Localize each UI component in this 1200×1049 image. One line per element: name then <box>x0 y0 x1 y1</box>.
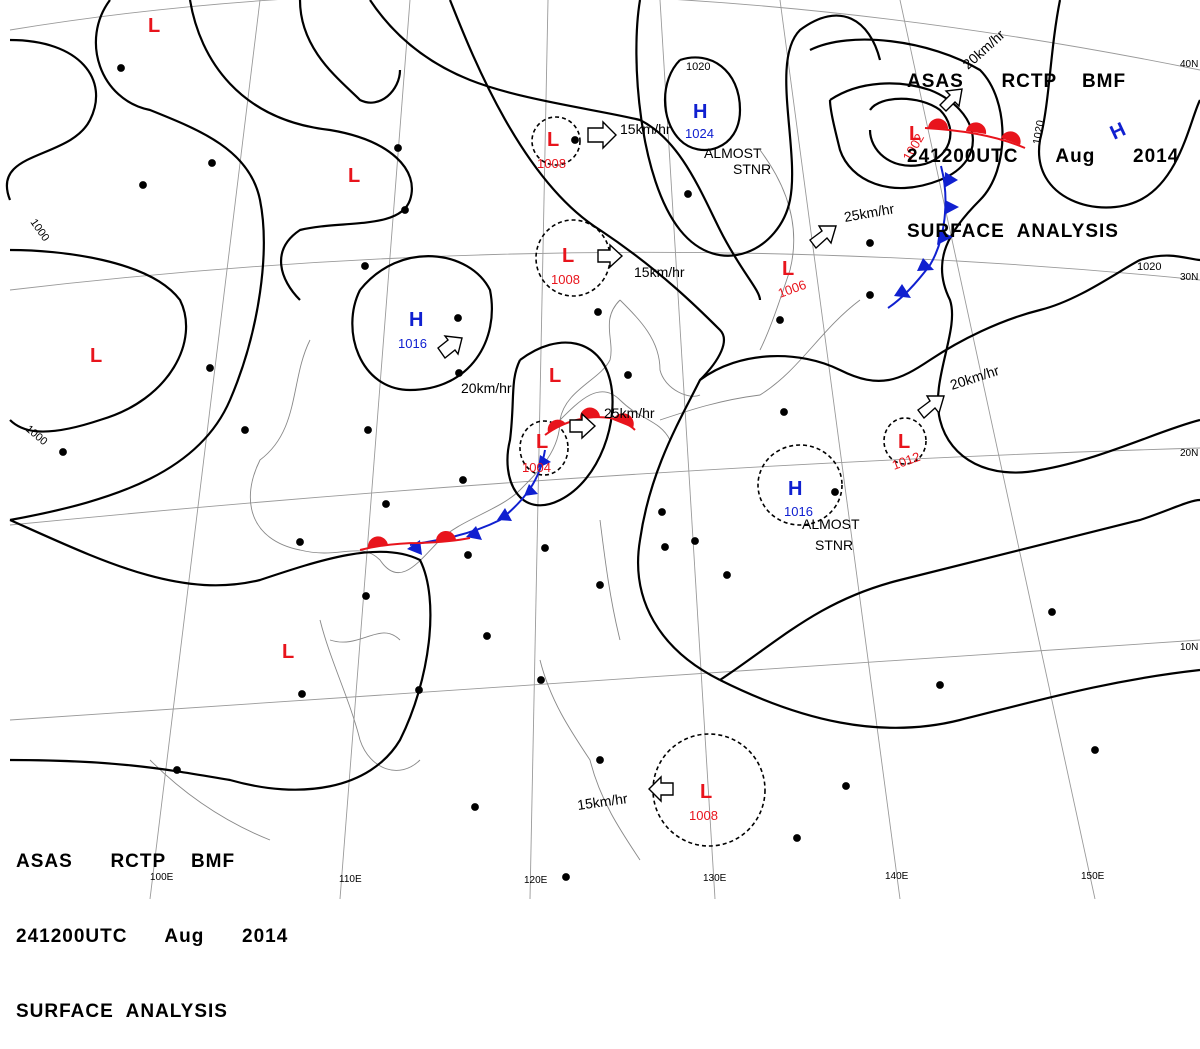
isobars <box>5 0 1200 791</box>
header-title: SURFACE ANALYSIS <box>907 221 1119 242</box>
lon-label: 110E <box>339 874 362 885</box>
low-pressure-value: 1008 <box>689 808 718 823</box>
motion-label: 20km/hr <box>461 380 512 396</box>
low-symbol: L <box>348 165 360 187</box>
isobar-label: 1020 <box>1137 261 1161 273</box>
station-plots <box>59 64 1099 881</box>
high-pressure-value: 1016 <box>398 336 427 351</box>
lon-label: 100E <box>150 872 174 883</box>
lat-label: 10N <box>1180 642 1198 653</box>
lon-label: 130E <box>703 873 727 884</box>
low-symbol: L <box>898 431 910 453</box>
low-symbol: L <box>909 123 921 145</box>
stationary-label: STNR <box>733 161 771 177</box>
chart-header-top: ASAS RCTP BMF 241200UTC Aug 2014 SURFACE… <box>907 19 1179 269</box>
low-symbol: L <box>90 345 102 367</box>
high-pressure-value: 1024 <box>685 126 714 141</box>
motion-label: 25km/hr <box>604 405 655 421</box>
coastlines <box>149 149 861 861</box>
lat-label: 30N <box>1180 272 1198 283</box>
motion-label: 15km/hr <box>620 121 671 137</box>
header-time-line: 241200UTC Aug 2014 <box>16 926 289 947</box>
low-pressure-value: 1008 <box>537 156 566 171</box>
low-symbol: L <box>547 129 559 151</box>
chart-header-bottom: ASAS RCTP BMF 241200UTC Aug 2014 SURFACE… <box>16 799 288 1049</box>
low-symbol: L <box>549 365 561 387</box>
high-symbol: H <box>693 101 707 123</box>
isobar-label: 1020 <box>1031 119 1047 145</box>
graticule-labels: 100E 110E 120E 130E 140E 150E 40N 30N 20… <box>150 59 1198 886</box>
header-time-line: 241200UTC Aug 2014 <box>907 146 1180 167</box>
lat-label: 20N <box>1180 448 1198 459</box>
stationary-label: ALMOST <box>802 516 860 532</box>
isobar-label: 1020 <box>686 61 710 73</box>
low-symbol: L <box>148 15 160 37</box>
high-symbol: H <box>788 478 802 500</box>
low-symbol: L <box>282 641 294 663</box>
low-symbol: L <box>536 431 548 453</box>
warm-fronts <box>359 118 1026 551</box>
high-pressure-value: 1016 <box>784 504 813 519</box>
stationary-label: STNR <box>815 537 853 553</box>
motion-arrows <box>437 88 963 803</box>
lon-label: 150E <box>1081 871 1105 882</box>
header-title: SURFACE ANALYSIS <box>16 1001 228 1022</box>
weather-map: 1000 1000 1020 1020 1020 100E 110E 120E … <box>5 0 1200 899</box>
lon-label: 140E <box>885 871 909 882</box>
header-agency-line: ASAS RCTP BMF <box>16 851 236 872</box>
low-symbol: L <box>700 781 712 803</box>
lon-label: 120E <box>524 875 548 886</box>
motion-label: 15km/hr <box>634 264 685 280</box>
low-symbol: L <box>782 258 794 280</box>
lat-label: 40N <box>1180 59 1198 70</box>
header-agency-line: ASAS RCTP BMF <box>907 71 1127 92</box>
stationary-label: ALMOST <box>704 145 762 161</box>
low-symbol: L <box>562 245 574 267</box>
motion-label: 15km/hr <box>576 790 629 813</box>
low-pressure-value: 1004 <box>522 460 551 475</box>
low-pressure-value: 1008 <box>551 272 580 287</box>
high-symbol: H <box>409 309 423 331</box>
